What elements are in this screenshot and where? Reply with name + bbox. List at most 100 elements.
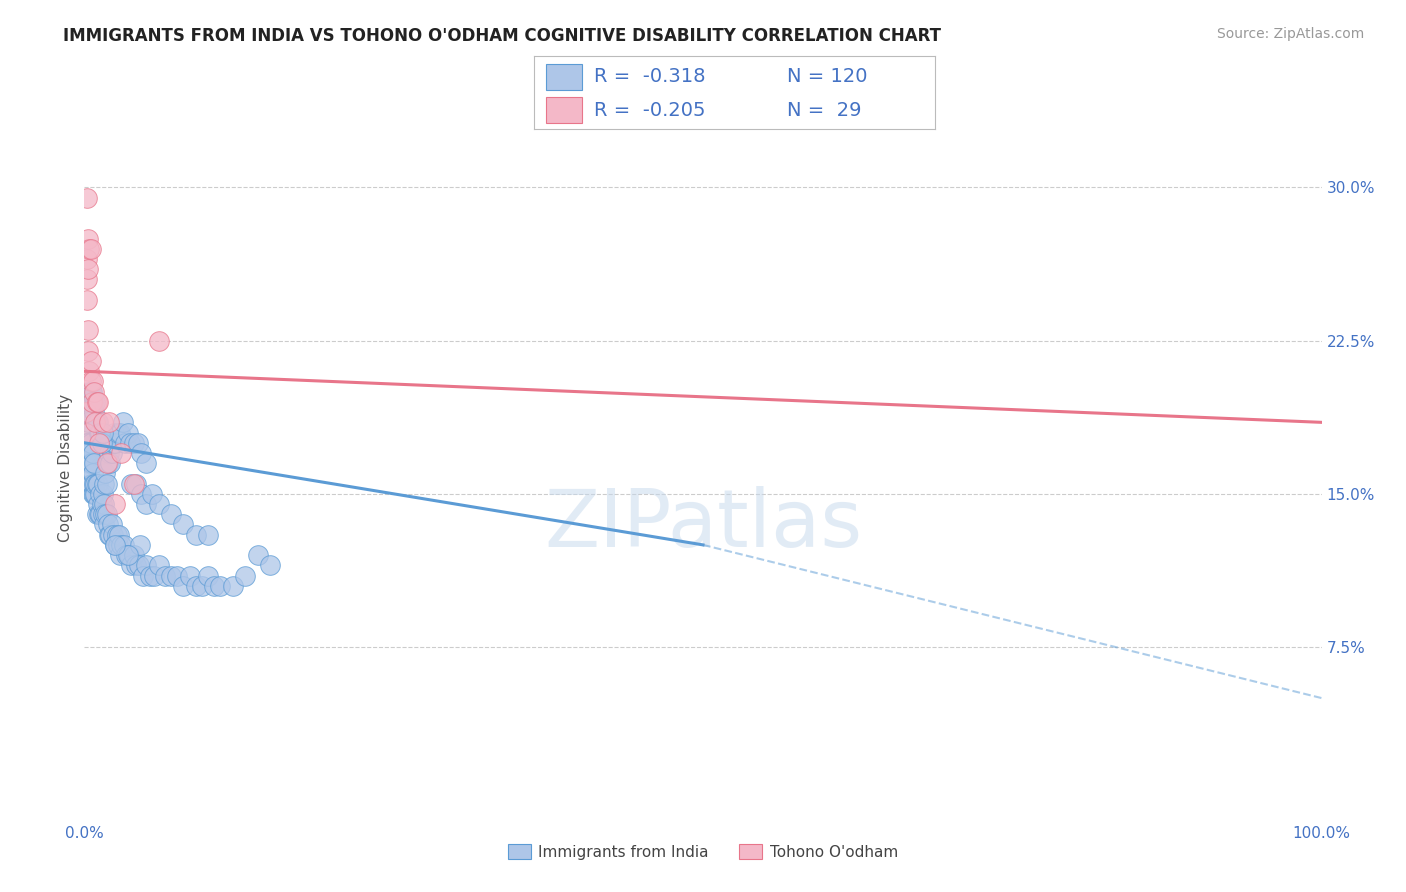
Point xyxy=(86,476,108,491)
Point xyxy=(87,395,110,409)
Point xyxy=(114,435,136,450)
Point xyxy=(148,334,170,348)
Point xyxy=(84,395,107,409)
Point xyxy=(100,517,122,532)
Text: IMMIGRANTS FROM INDIA VS TOHONO O'ODHAM COGNITIVE DISABILITY CORRELATION CHART: IMMIGRANTS FROM INDIA VS TOHONO O'ODHAM … xyxy=(63,27,941,45)
Point xyxy=(77,343,100,358)
Point xyxy=(76,446,98,460)
Point xyxy=(184,579,207,593)
Point xyxy=(148,497,170,511)
Point xyxy=(112,538,135,552)
Point xyxy=(191,579,214,593)
Point xyxy=(76,293,98,307)
Point xyxy=(233,568,256,582)
Point xyxy=(98,456,121,470)
Point xyxy=(79,435,101,450)
Point xyxy=(135,497,157,511)
Point xyxy=(94,467,117,481)
Point xyxy=(131,568,153,582)
Text: R =  -0.318: R = -0.318 xyxy=(595,67,706,87)
Point xyxy=(76,272,98,286)
Point xyxy=(100,446,122,460)
Point xyxy=(80,456,103,470)
Point xyxy=(135,456,157,470)
Point xyxy=(80,476,103,491)
Point xyxy=(77,262,100,277)
Point xyxy=(98,527,121,541)
Point xyxy=(76,191,98,205)
Point xyxy=(91,415,114,429)
Point xyxy=(82,375,104,389)
Point xyxy=(79,354,101,368)
Point xyxy=(120,476,142,491)
Point xyxy=(82,467,104,481)
Point xyxy=(75,425,97,440)
Point xyxy=(83,487,105,501)
Point xyxy=(172,579,194,593)
Bar xyxy=(547,63,582,90)
Point xyxy=(86,508,108,522)
Point xyxy=(77,435,100,450)
Point xyxy=(79,384,101,399)
Point xyxy=(79,375,101,389)
Point xyxy=(129,487,152,501)
Point xyxy=(89,508,111,522)
Point xyxy=(80,384,103,399)
Point xyxy=(107,538,129,552)
Point xyxy=(148,558,170,573)
Point xyxy=(96,476,118,491)
Bar xyxy=(547,97,582,123)
Point xyxy=(110,548,132,562)
Point xyxy=(120,558,142,573)
Point xyxy=(83,384,105,399)
Point xyxy=(125,558,148,573)
Point xyxy=(127,435,149,450)
Point xyxy=(80,395,103,409)
Point xyxy=(117,548,139,562)
Point xyxy=(209,579,232,593)
Point xyxy=(82,446,104,460)
Point xyxy=(75,405,97,419)
Text: ZIPatlas: ZIPatlas xyxy=(544,485,862,564)
Point xyxy=(98,415,121,429)
Point xyxy=(76,395,98,409)
Point xyxy=(87,497,110,511)
Point xyxy=(125,476,148,491)
Point xyxy=(101,435,124,450)
Point xyxy=(246,548,269,562)
Point xyxy=(141,487,163,501)
Point xyxy=(76,405,98,419)
Y-axis label: Cognitive Disability: Cognitive Disability xyxy=(58,394,73,542)
Point xyxy=(101,527,124,541)
Point xyxy=(84,476,107,491)
Point xyxy=(91,425,114,440)
Point xyxy=(91,508,114,522)
Point xyxy=(110,446,132,460)
Point xyxy=(179,568,201,582)
Point xyxy=(83,456,105,470)
Point xyxy=(75,435,97,450)
Point xyxy=(87,476,110,491)
Point xyxy=(79,364,101,378)
Point xyxy=(93,476,115,491)
Point xyxy=(160,568,183,582)
Point xyxy=(166,568,188,582)
Point xyxy=(93,497,115,511)
Point xyxy=(107,425,129,440)
Point xyxy=(104,538,127,552)
Point xyxy=(86,395,108,409)
Point xyxy=(104,435,127,450)
Text: N =  29: N = 29 xyxy=(787,101,862,120)
Point xyxy=(128,558,150,573)
Point xyxy=(79,242,101,256)
Point xyxy=(105,527,128,541)
Point xyxy=(93,517,115,532)
Point xyxy=(120,435,142,450)
Text: Source: ZipAtlas.com: Source: ZipAtlas.com xyxy=(1216,27,1364,41)
Point xyxy=(82,487,104,501)
Point xyxy=(222,579,245,593)
Point xyxy=(79,476,101,491)
Point xyxy=(142,568,165,582)
Point xyxy=(89,425,111,440)
Point xyxy=(184,527,207,541)
